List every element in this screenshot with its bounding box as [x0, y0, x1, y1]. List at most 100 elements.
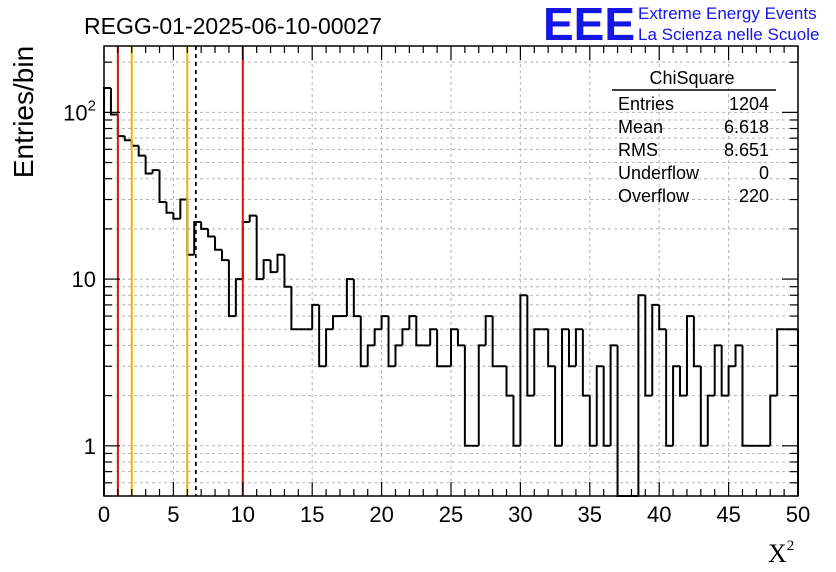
histogram-bin	[262, 259, 271, 280]
histogram-bin	[734, 344, 743, 367]
histogram-bin	[200, 221, 209, 230]
histogram-bin	[214, 236, 222, 251]
histogram-bin	[144, 155, 153, 175]
histogram-bin	[595, 365, 604, 446]
histogram-bin	[491, 316, 500, 368]
histogram-bin	[436, 329, 445, 368]
histogram-bin	[616, 345, 625, 497]
histogram-bin	[241, 220, 250, 280]
x-tick-label: 0	[98, 502, 110, 527]
histogram-bin	[463, 345, 472, 447]
histogram-bin	[248, 214, 257, 222]
y-tick-label-exponent: 2	[88, 97, 96, 114]
histogram-bin	[574, 328, 583, 367]
histogram-bin	[207, 228, 216, 238]
x-tick-label: 25	[439, 502, 463, 527]
histogram-bin	[602, 366, 611, 447]
y-tick-label: 10	[72, 267, 96, 292]
histogram-bin	[172, 212, 181, 220]
histogram-bin	[283, 254, 292, 288]
histogram-bin	[644, 295, 653, 397]
y-tick-label: 1	[84, 434, 96, 459]
histogram-bin	[332, 315, 340, 330]
histogram-bin	[401, 328, 410, 346]
histogram-bin	[512, 395, 521, 447]
histogram-bin	[234, 278, 243, 317]
histogram-bin	[318, 304, 327, 368]
y-tick-label: 102	[63, 97, 96, 125]
x-axis-label: X2	[768, 538, 794, 568]
grid	[104, 46, 798, 497]
stats-value: 1204	[729, 94, 769, 114]
histogram-bin	[672, 365, 681, 446]
histogram-bin	[713, 344, 722, 396]
eee-logo: EEE	[543, 0, 635, 50]
x-tick-label: 40	[647, 502, 671, 527]
histogram-bin	[193, 220, 202, 255]
histogram-bin	[456, 329, 465, 347]
histogram-bin	[505, 366, 514, 397]
histogram-bin	[415, 316, 424, 347]
histogram-bin	[352, 279, 361, 318]
stats-label: Mean	[618, 117, 663, 137]
histogram-bin	[186, 199, 195, 256]
histogram-bin	[484, 315, 493, 346]
stats-value: 6.618	[724, 117, 769, 137]
histogram-bin	[408, 315, 417, 330]
histogram-bin	[477, 344, 486, 446]
stats-title: ChiSquare	[649, 68, 734, 88]
histogram-bin	[387, 316, 396, 368]
x-tick-label: 50	[786, 502, 810, 527]
histogram-bin	[554, 366, 563, 447]
histogram-bin	[429, 328, 438, 346]
histogram-bin	[179, 198, 188, 219]
histogram-bin	[394, 344, 403, 367]
histogram-bin	[637, 294, 646, 496]
histogram-bin	[227, 260, 236, 318]
histogram-bin	[776, 328, 785, 396]
histogram-bin	[269, 260, 278, 274]
histogram-bin	[165, 201, 174, 214]
stats-value: 0	[759, 163, 769, 183]
histogram-bin	[658, 304, 667, 331]
histogram-bin	[373, 328, 382, 346]
stats-value: 8.651	[724, 140, 769, 160]
histogram-bin	[665, 329, 674, 447]
histogram-bin	[720, 345, 729, 397]
histogram-bin	[151, 169, 160, 174]
histogram-bin	[609, 344, 618, 446]
x-tick-label: 20	[369, 502, 393, 527]
x-tick-label: 15	[300, 502, 324, 527]
logo-text-line-1: Extreme Energy Events	[638, 4, 817, 23]
histogram-bin	[741, 345, 750, 447]
stats-label: Underflow	[618, 163, 700, 183]
histogram-bin	[547, 329, 556, 368]
histogram-bin	[526, 295, 535, 397]
x-tick-label: 35	[578, 502, 602, 527]
histogram-bin	[380, 315, 389, 330]
histogram-bin	[325, 328, 334, 367]
histogram-bin	[116, 114, 125, 138]
histogram-bin	[158, 170, 167, 203]
x-tick-label: 30	[508, 502, 532, 527]
histogram-bin	[679, 366, 687, 397]
histogram-bin	[699, 366, 708, 447]
histogram-bin	[366, 344, 375, 367]
histogram-bin	[450, 328, 458, 367]
histogram-bin	[276, 253, 285, 273]
histogram-bin	[685, 315, 694, 396]
stats-label: RMS	[618, 140, 658, 160]
x-tick-label: 5	[167, 502, 179, 527]
histogram-bin	[519, 294, 528, 446]
histogram-bin	[290, 286, 299, 331]
histogram-bin	[561, 328, 569, 446]
histogram-bin	[651, 303, 660, 396]
histogram-bin	[567, 329, 576, 368]
x-tick-label: 45	[716, 502, 740, 527]
x-tick-label: 10	[231, 502, 255, 527]
histogram-bin	[109, 87, 118, 116]
histogram-bin	[130, 140, 139, 147]
logo-text-line-2: La Scienza nelle Scuole	[638, 25, 819, 44]
